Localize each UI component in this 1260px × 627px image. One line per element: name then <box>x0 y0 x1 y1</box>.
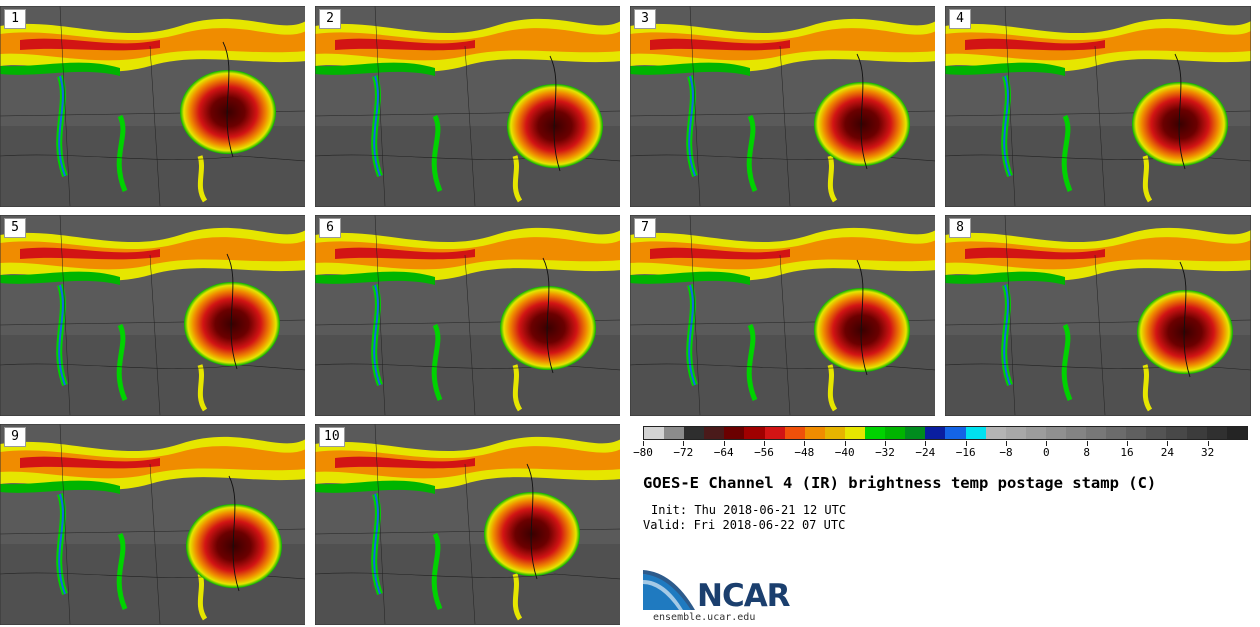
colorbar-tick-label: −24 <box>915 446 936 459</box>
ncar-logo-swoosh-icon <box>643 570 695 610</box>
panel-number-label: 7 <box>634 218 656 238</box>
colorbar-tick <box>804 441 806 446</box>
panel-number-label: 8 <box>949 218 971 238</box>
colorbar-tick-label: −64 <box>713 446 734 459</box>
ir-panel-7: 7 <box>630 215 935 416</box>
colorbar-tick <box>925 441 927 446</box>
colorbar-swatch <box>925 427 946 439</box>
colorbar-swatch <box>1126 427 1147 439</box>
colorbar-swatch <box>664 427 685 439</box>
colorbar-tick-label: 0 <box>1043 446 1050 459</box>
ir-panel-10: 10 <box>315 424 620 625</box>
colorbar-tick-label: −32 <box>875 446 895 459</box>
colorbar-tick <box>1207 441 1209 446</box>
panel-number-label: 10 <box>319 427 345 447</box>
colorbar-swatch <box>844 427 866 439</box>
ir-panel-4: 4 <box>945 6 1251 207</box>
colorbar-swatch <box>684 427 705 439</box>
colorbar <box>643 426 1248 440</box>
ncar-logo-text: NCAR <box>697 578 791 614</box>
colorbar-tick <box>885 441 886 446</box>
colorbar-tick <box>764 441 765 446</box>
colorbar-tick <box>1086 441 1088 446</box>
ir-panel-9: 9 <box>0 424 305 625</box>
colorbar-swatch <box>1045 427 1066 439</box>
plot-title: GOES-E Channel 4 (IR) brightness temp po… <box>643 474 1157 492</box>
ir-panel-2: 2 <box>315 6 620 207</box>
colorbar-swatch <box>824 427 845 439</box>
colorbar-tick-label: −72 <box>673 446 694 459</box>
colorbar-tick-label: −40 <box>834 446 855 459</box>
colorbar-tick <box>723 441 725 446</box>
colorbar-swatch <box>1065 427 1087 439</box>
colorbar-swatch <box>1186 427 1207 439</box>
colorbar-swatch <box>985 427 1006 439</box>
colorbar-tick <box>643 441 644 446</box>
colorbar-tick-label: −80 <box>633 446 653 459</box>
colorbar-swatch <box>744 427 765 439</box>
colorbar-swatch <box>945 427 966 439</box>
colorbar-tick <box>1006 441 1007 446</box>
colorbar-tick <box>683 441 685 446</box>
colorbar-tick <box>1046 441 1048 446</box>
colorbar-swatch <box>764 427 785 439</box>
panel-number-label: 6 <box>319 218 341 238</box>
colorbar-tick-label: −16 <box>955 446 976 459</box>
colorbar-tick-label: −48 <box>794 446 815 459</box>
colorbar-swatch <box>1086 427 1107 439</box>
colorbar-swatch <box>804 427 825 439</box>
colorbar-tick-label: 32 <box>1201 446 1215 459</box>
colorbar-swatch <box>1106 427 1127 439</box>
colorbar-swatch <box>1226 427 1247 439</box>
colorbar-swatch <box>704 427 725 439</box>
colorbar-tick-label: −56 <box>754 446 774 459</box>
colorbar-swatch <box>1166 427 1187 439</box>
panel-number-label: 4 <box>949 9 971 29</box>
colorbar-swatch <box>1005 427 1026 439</box>
colorbar-tick-label: −8 <box>999 446 1013 459</box>
ir-panel-3: 3 <box>630 6 935 207</box>
colorbar-swatch <box>1146 427 1167 439</box>
panel-number-label: 3 <box>634 9 656 29</box>
colorbar-swatch <box>644 427 665 439</box>
colorbar-tick <box>1127 441 1128 446</box>
colorbar-tick <box>965 441 967 446</box>
colorbar-swatch <box>885 427 906 439</box>
colorbar-tick-label: 16 <box>1120 446 1134 459</box>
site-url: ensemble.ucar.edu <box>653 612 756 623</box>
init-time: Init: Thu 2018-06-21 12 UTC <box>651 503 847 517</box>
valid-time: Valid: Fri 2018-06-22 07 UTC <box>643 518 846 532</box>
ir-panel-1: 1 <box>0 6 305 207</box>
panel-number-label: 2 <box>319 9 341 29</box>
colorbar-swatch <box>865 427 886 439</box>
colorbar-swatch <box>1206 427 1227 439</box>
colorbar-swatch <box>1025 427 1046 439</box>
colorbar-tick-label: 24 <box>1160 446 1174 459</box>
colorbar-swatch <box>724 427 745 439</box>
colorbar-swatch <box>784 427 805 439</box>
ir-panel-5: 5 <box>0 215 305 416</box>
panel-number-label: 5 <box>4 218 26 238</box>
colorbar-tick <box>1167 441 1169 446</box>
colorbar-swatch <box>965 427 986 439</box>
ir-panel-8: 8 <box>945 215 1251 416</box>
panel-number-label: 9 <box>4 427 26 447</box>
ir-panel-6: 6 <box>315 215 620 416</box>
colorbar-tick-label: 8 <box>1083 446 1090 459</box>
colorbar-ticks: −80 −72 −64 −56 −48 −40 −32 −24 −16 −8 0 8 16 24 32 <box>633 441 1248 465</box>
colorbar-tick <box>844 441 846 446</box>
colorbar-swatch <box>905 427 926 439</box>
panel-number-label: 1 <box>4 9 26 29</box>
